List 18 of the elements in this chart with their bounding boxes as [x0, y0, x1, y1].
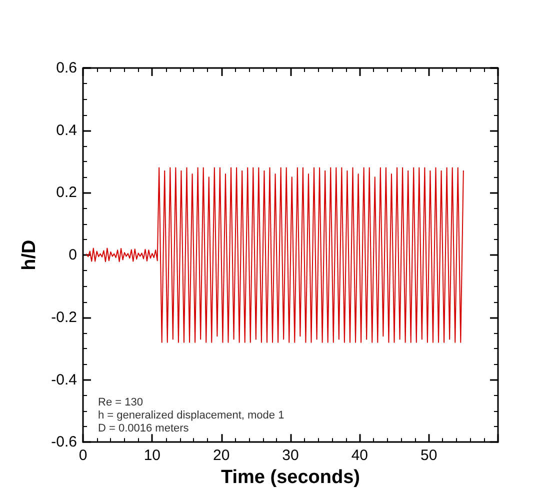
y-tick-label: -0.6	[51, 434, 77, 451]
annotation: h = generalized displacement, mode 1	[98, 410, 284, 422]
x-tick-label: 30	[282, 447, 299, 464]
y-tick-label: 0.4	[56, 122, 77, 139]
y-axis-title: h/D	[19, 240, 40, 270]
x-tick-label: 20	[212, 447, 230, 464]
y-tick-label: 0.6	[56, 60, 77, 76]
x-tick-label: 50	[420, 447, 438, 464]
line-series	[86, 167, 464, 343]
y-tick-label: 0.2	[56, 184, 77, 202]
y-tick-label: -0.2	[51, 308, 77, 326]
annotation: D = 0.0016 meters	[98, 422, 190, 434]
y-tick-label: -0.4	[51, 371, 77, 388]
x-tick-label: 10	[144, 447, 161, 464]
x-axis-title: Time (seconds)	[220, 467, 360, 488]
annotation: Re = 130	[98, 396, 143, 408]
x-tick-label: 40	[351, 447, 368, 464]
y-tick-label: 0	[68, 246, 77, 264]
